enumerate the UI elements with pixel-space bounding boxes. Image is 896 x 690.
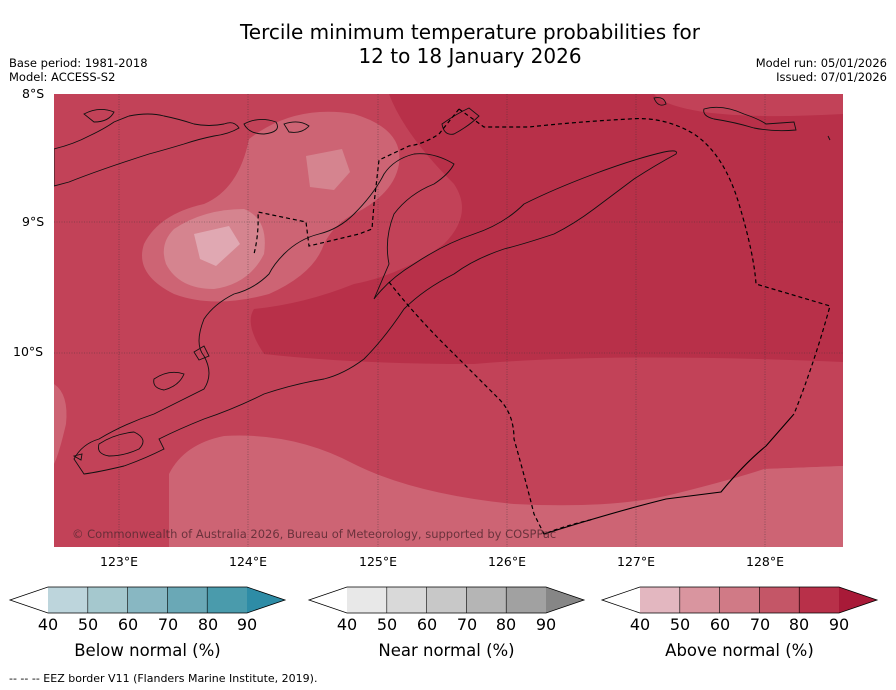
below-colorbar-segment (48, 587, 88, 613)
shade-60-70-east (754, 466, 843, 547)
shade-60-70-west (54, 384, 67, 464)
model-name: Model: ACCESS-S2 (9, 70, 116, 84)
below-colorbar-arrow-right (247, 587, 285, 613)
coastline-islet-6 (72, 453, 83, 461)
meta-right: Model run: 05/01/2026 Issued: 07/01/2026 (756, 56, 887, 84)
lon-label-127e: 127°E (616, 554, 656, 569)
near-colorbar-arrow-left (309, 587, 347, 613)
near-colorbar-outline (307, 586, 586, 614)
lat-label-9s: 9°S (22, 214, 45, 229)
below-colorbar-segment (87, 587, 128, 613)
near-colorbar-segment (426, 587, 467, 613)
tick-below-80: 80 (197, 615, 219, 634)
meta-left: Base period: 1981-2018 Model: ACCESS-S2 (9, 56, 148, 84)
shade-50-60-north (306, 149, 350, 190)
coastline-savu (98, 431, 144, 457)
colorbar-below (8, 586, 287, 614)
shade-70-80-north (654, 94, 843, 117)
above-colorbar-arrow-left (602, 587, 640, 613)
coastline-islet-2 (243, 119, 278, 135)
issued-date: Issued: 07/01/2026 (776, 70, 887, 84)
base-period: Base period: 1981-2018 (9, 56, 148, 70)
lon-label-126e: 126°E (487, 554, 527, 569)
above-colorbar-arrow-right (839, 587, 877, 613)
tick-above-70: 70 (749, 615, 771, 634)
shade-40-50 (194, 226, 240, 266)
coastline-flores (54, 113, 240, 187)
tick-near-70: 70 (456, 615, 478, 634)
above-colorbar-segment (759, 587, 800, 613)
lat-label-10s: 10°S (13, 344, 44, 359)
above-colorbar-outline (600, 586, 879, 614)
below-colorbar-arrow-left (10, 587, 48, 613)
tick-near-80: 80 (495, 615, 517, 634)
tick-near-90: 90 (535, 615, 557, 634)
chart-title: Tercile minimum temperature probabilitie… (0, 20, 896, 68)
tick-above-50: 50 (669, 615, 691, 634)
title-line-2: 12 to 18 January 2026 (358, 44, 582, 68)
coastline-islet-5 (827, 135, 831, 141)
above-colorbar-segment (719, 587, 760, 613)
tick-above-90: 90 (828, 615, 850, 634)
tick-above-80: 80 (788, 615, 810, 634)
near-colorbar-segment (347, 587, 387, 613)
above-colorbar-segment (799, 587, 839, 613)
tick-near-50: 50 (376, 615, 398, 634)
colorbars-graphic (8, 586, 879, 614)
title-line-1: Tercile minimum temperature probabilitie… (239, 20, 701, 44)
coastline-islet-4 (653, 97, 667, 106)
near-colorbar-segment (506, 587, 546, 613)
eez-border-west (253, 108, 460, 255)
below-colorbar-segment (207, 587, 247, 613)
colorbar-near (307, 586, 586, 614)
tick-above-60: 60 (709, 615, 731, 634)
probability-map (54, 94, 843, 547)
tick-below-70: 70 (157, 615, 179, 634)
lon-label-125e: 125°E (358, 554, 398, 569)
colorbar-above (600, 586, 879, 614)
tick-below-90: 90 (236, 615, 258, 634)
eez-border-north (458, 108, 831, 415)
shade-60-70-lower (169, 435, 843, 547)
above-colorbar-segment (640, 587, 680, 613)
below-colorbar-segment (127, 587, 168, 613)
coastline-semau (193, 345, 210, 361)
coastline-east-islands (703, 106, 797, 132)
eez-border-solid (543, 413, 795, 535)
lon-label-128e: 128°E (745, 554, 785, 569)
tick-below-40: 40 (37, 615, 59, 634)
below-colorbar-segment (167, 587, 208, 613)
near-colorbar-arrow-right (546, 587, 584, 613)
coastline-wetar (441, 107, 480, 135)
tick-below-60: 60 (117, 615, 139, 634)
below-colorbar-outline (8, 586, 287, 614)
coastline-islet-3 (283, 121, 310, 133)
tick-near-40: 40 (336, 615, 358, 634)
tick-near-60: 60 (416, 615, 438, 634)
eez-footnote: -- -- -- EEZ border V11 (Flanders Marine… (9, 672, 318, 685)
tick-above-40: 40 (629, 615, 651, 634)
colorbar-label-above: Above normal (%) (665, 641, 814, 660)
lon-label-124e: 124°E (228, 554, 268, 569)
coastline-rote (153, 371, 185, 391)
coastlines (54, 97, 831, 475)
copyright-note: © Commonwealth of Australia 2026, Bureau… (72, 527, 557, 541)
colorbar-label-below: Below normal (%) (74, 641, 221, 660)
tick-below-50: 50 (77, 615, 99, 634)
above-colorbar-segment (679, 587, 720, 613)
coastline-timor (73, 150, 677, 475)
model-run: Model run: 05/01/2026 (755, 56, 887, 70)
near-colorbar-segment (386, 587, 427, 613)
lat-label-8s: 8°S (22, 86, 45, 101)
near-colorbar-segment (466, 587, 507, 613)
colorbar-label-near: Near normal (%) (378, 641, 515, 660)
lon-label-123e: 123°E (99, 554, 139, 569)
coastline-islet-1 (83, 109, 115, 123)
